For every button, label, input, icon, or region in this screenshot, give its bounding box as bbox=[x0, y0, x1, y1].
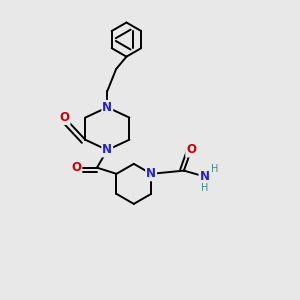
Text: O: O bbox=[71, 161, 81, 174]
Text: H: H bbox=[211, 164, 218, 174]
Text: O: O bbox=[60, 111, 70, 124]
Text: N: N bbox=[102, 143, 112, 157]
Text: N: N bbox=[102, 101, 112, 114]
Text: N: N bbox=[200, 170, 209, 183]
Text: H: H bbox=[201, 183, 208, 193]
Text: O: O bbox=[186, 143, 196, 157]
Text: N: N bbox=[146, 167, 156, 180]
